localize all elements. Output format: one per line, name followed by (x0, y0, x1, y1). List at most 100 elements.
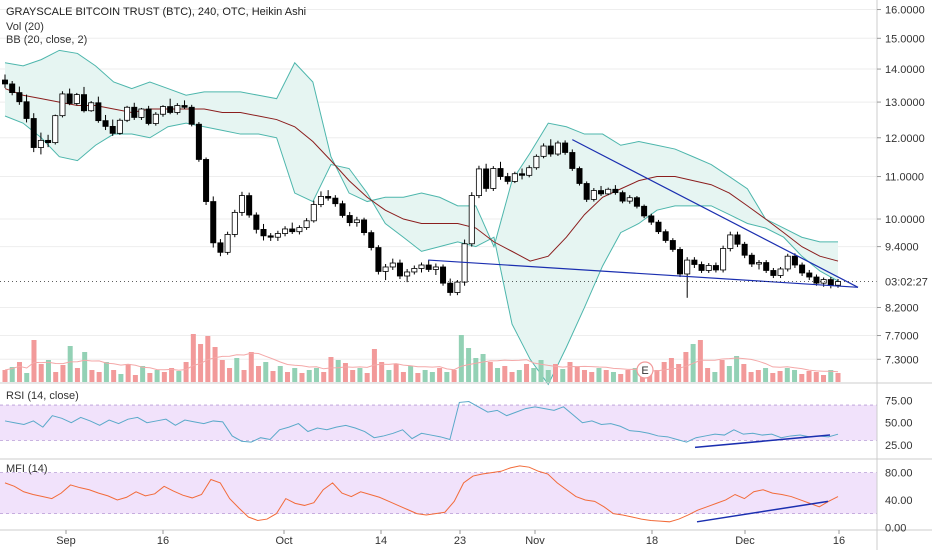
mfi-legend[interactable]: MFI (14) (6, 463, 48, 475)
candle-body (152, 113, 159, 124)
candle-body (88, 102, 95, 112)
bollinger-fill (5, 50, 838, 385)
countdown-box (878, 273, 932, 290)
volume-bar (306, 370, 312, 382)
volume-bar (770, 373, 776, 382)
candle (619, 190, 626, 204)
volume-bar (784, 368, 790, 382)
candle-body (332, 197, 339, 205)
price-tick-label: 14.0000 (885, 64, 925, 76)
candle (404, 268, 411, 283)
rsi-legend[interactable]: RSI (14, close) (6, 390, 79, 402)
candle (339, 200, 346, 218)
candle-body (490, 168, 497, 189)
candle (2, 74, 8, 88)
candle (540, 143, 547, 159)
candle-body (540, 145, 547, 157)
candle-body (475, 168, 482, 196)
candle (217, 239, 224, 257)
volume-bar (415, 373, 421, 382)
symbol-title[interactable]: GRAYSCALE BITCOIN TRUST (BTC), 240, OTC,… (6, 6, 307, 18)
volume-bar (683, 352, 689, 382)
volume-bar (567, 362, 573, 382)
candle-body (282, 228, 289, 234)
candle-body (346, 215, 353, 224)
volume-bar (284, 372, 290, 382)
volume-bar (429, 372, 435, 382)
candle-body (511, 173, 518, 182)
price-tick-label: 8.2000 (885, 302, 919, 314)
candle (712, 262, 719, 273)
bollinger-legend[interactable]: BB (20, close, 2) (6, 34, 88, 46)
candle-body (741, 243, 748, 256)
candle-body (619, 192, 626, 202)
candle-body (835, 281, 842, 286)
candle-body (440, 266, 447, 284)
candle (195, 122, 202, 162)
volume-bar (342, 363, 348, 382)
candle (741, 241, 748, 259)
candle (188, 104, 195, 127)
volume-bar (618, 374, 624, 382)
candle (167, 98, 174, 115)
candle-body (547, 145, 554, 155)
candle (45, 134, 52, 148)
candle (511, 171, 518, 184)
candle (454, 280, 461, 296)
candle-body (827, 279, 834, 286)
candle (382, 264, 389, 281)
candle (203, 157, 210, 205)
candle (124, 105, 131, 123)
volume-bar (205, 336, 211, 382)
candle (547, 139, 554, 157)
volume-bar (227, 368, 233, 382)
candle-body (238, 195, 245, 213)
volume-bar (393, 364, 399, 382)
volume-bar (176, 371, 182, 382)
volume-bar (516, 370, 522, 382)
price-tick-label: 7.3000 (885, 354, 919, 366)
price-tick-label: 9.4000 (885, 242, 919, 254)
candle (109, 119, 116, 136)
candle (612, 185, 619, 195)
volume-bar (524, 364, 530, 382)
candle (16, 86, 23, 105)
candle-body (655, 221, 662, 233)
candle (310, 200, 317, 223)
candle (66, 88, 73, 106)
candle (598, 185, 605, 197)
volume-bar (792, 370, 798, 382)
candle-body (145, 108, 152, 124)
volume-bar (256, 366, 262, 382)
candle-body (2, 79, 8, 85)
candle-body (734, 234, 741, 245)
candle (799, 262, 806, 277)
volume-bar (190, 334, 196, 382)
volume-bar (697, 340, 703, 382)
candle-body (274, 233, 281, 238)
candle (425, 260, 432, 272)
volume-legend[interactable]: Vol (20) (6, 21, 44, 33)
candle (368, 230, 375, 251)
candle-body (641, 205, 648, 217)
volume-bar (603, 370, 609, 382)
candle-body (519, 173, 526, 176)
volume-bar (545, 370, 551, 382)
candle-body (80, 94, 87, 112)
candle-body (605, 188, 612, 195)
candle (813, 274, 820, 286)
candle-body (705, 265, 712, 271)
candle-body (181, 105, 188, 108)
volume-bar (734, 356, 740, 382)
volume-bar (299, 373, 305, 382)
volume-bar (625, 370, 631, 382)
candle-body (59, 93, 66, 117)
candle (533, 154, 540, 170)
candle (317, 191, 324, 208)
candle-body (296, 227, 303, 233)
volume-bar (668, 358, 674, 382)
volume-bar (610, 372, 616, 382)
volume-bar (183, 362, 189, 382)
mfi-pane (0, 458, 932, 531)
